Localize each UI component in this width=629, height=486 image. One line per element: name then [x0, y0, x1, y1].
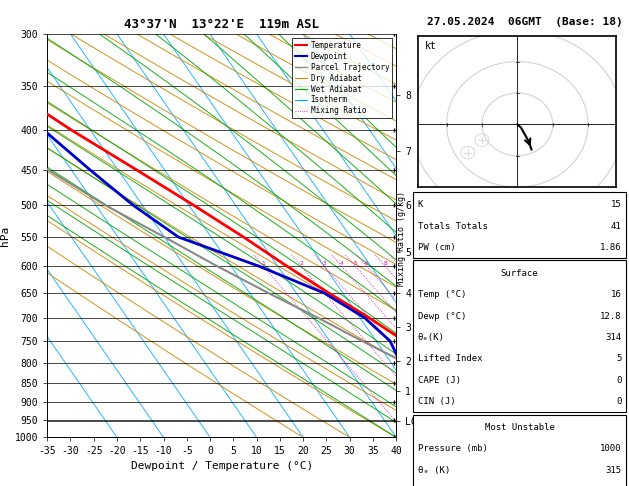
Text: θₑ(K): θₑ(K)	[418, 333, 445, 342]
Text: 12.8: 12.8	[600, 312, 621, 321]
Text: Mixing Ratio (g/kg): Mixing Ratio (g/kg)	[397, 191, 406, 286]
Text: 1: 1	[262, 261, 265, 266]
Text: PW (cm): PW (cm)	[418, 243, 455, 252]
Text: kt: kt	[425, 41, 437, 51]
Text: 2: 2	[299, 261, 303, 266]
Text: 8: 8	[383, 261, 387, 266]
Text: Surface: Surface	[501, 269, 538, 278]
Text: Dewp (°C): Dewp (°C)	[418, 312, 466, 321]
Text: CIN (J): CIN (J)	[418, 397, 455, 406]
Text: 6: 6	[365, 261, 369, 266]
Text: 15: 15	[611, 200, 621, 209]
Text: 1.86: 1.86	[600, 243, 621, 252]
Text: 3: 3	[323, 261, 326, 266]
Text: 0: 0	[616, 376, 621, 385]
Text: 41: 41	[611, 222, 621, 231]
Text: Totals Totals: Totals Totals	[418, 222, 487, 231]
Text: 0: 0	[616, 397, 621, 406]
Text: Temp (°C): Temp (°C)	[418, 290, 466, 299]
Text: Most Unstable: Most Unstable	[484, 423, 555, 432]
Y-axis label: km
ASL: km ASL	[433, 214, 451, 236]
Y-axis label: hPa: hPa	[1, 226, 11, 246]
Text: 27.05.2024  06GMT  (Base: 18): 27.05.2024 06GMT (Base: 18)	[427, 17, 623, 27]
Text: K: K	[418, 200, 423, 209]
Text: Pressure (mb): Pressure (mb)	[418, 444, 487, 453]
Text: 1000: 1000	[600, 444, 621, 453]
Text: 16: 16	[611, 290, 621, 299]
Text: 315: 315	[605, 466, 621, 475]
Text: θₑ (K): θₑ (K)	[418, 466, 450, 475]
Text: CAPE (J): CAPE (J)	[418, 376, 460, 385]
Legend: Temperature, Dewpoint, Parcel Trajectory, Dry Adiabat, Wet Adiabat, Isotherm, Mi: Temperature, Dewpoint, Parcel Trajectory…	[292, 38, 392, 119]
Text: 314: 314	[605, 333, 621, 342]
Text: Lifted Index: Lifted Index	[418, 354, 482, 364]
Text: 4: 4	[340, 261, 343, 266]
Text: 5: 5	[353, 261, 357, 266]
Title: 43°37'N  13°22'E  119m ASL: 43°37'N 13°22'E 119m ASL	[124, 18, 320, 32]
X-axis label: Dewpoint / Temperature (°C): Dewpoint / Temperature (°C)	[131, 461, 313, 470]
Text: 5: 5	[616, 354, 621, 364]
